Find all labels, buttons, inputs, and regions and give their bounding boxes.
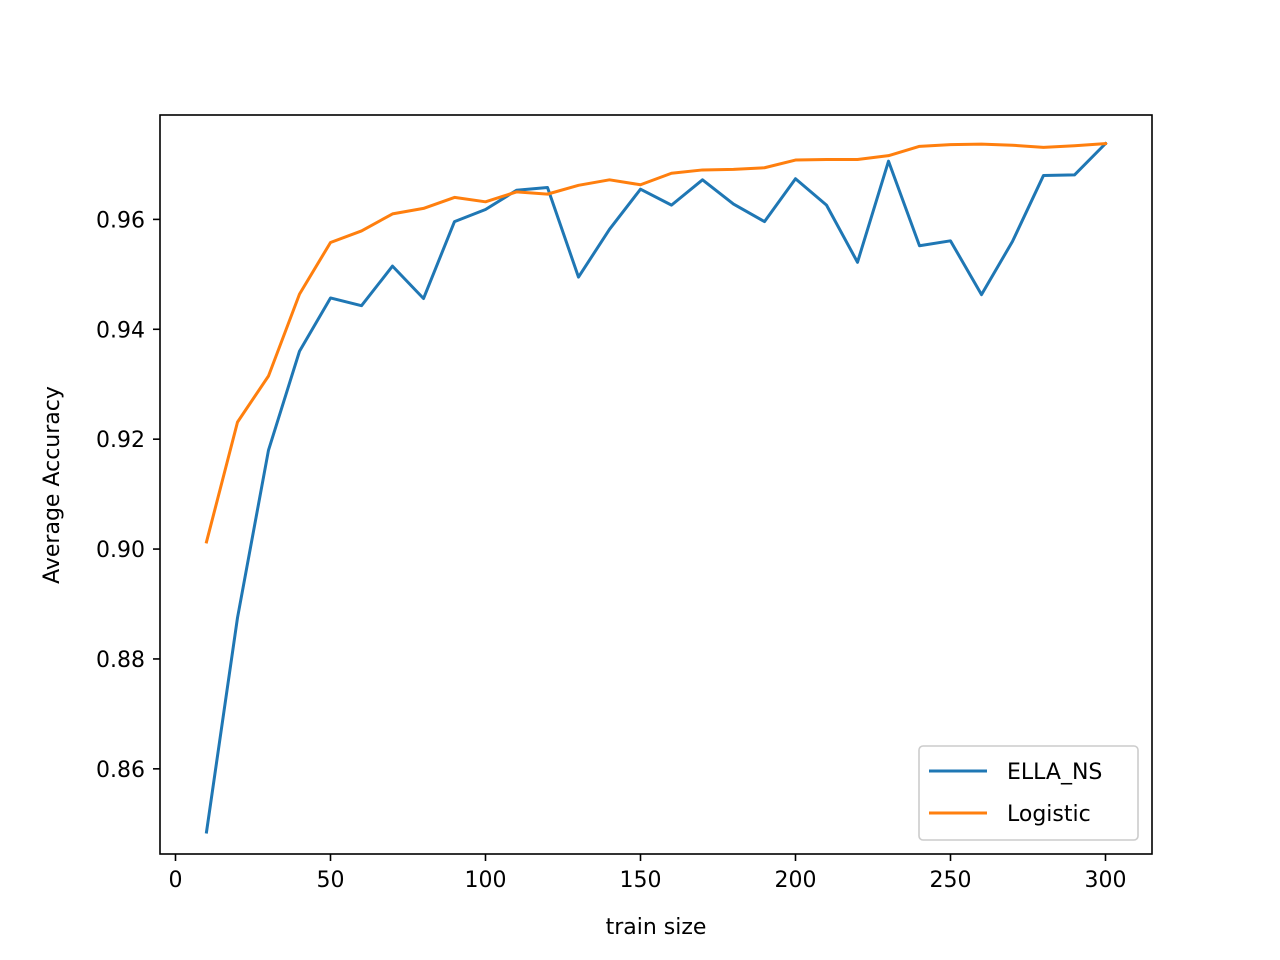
plot-frame	[159, 114, 1153, 855]
series-line-2	[204, 141, 1108, 544]
x-tick-label: 250	[930, 868, 972, 893]
legend-label-2: Logistic	[1007, 802, 1091, 827]
y-axis-label: Average Accuracy	[40, 386, 65, 584]
y-tick-label: 0.94	[96, 318, 145, 343]
x-axis: 0 50 100 150 200 250 300	[169, 854, 1127, 893]
legend-label-1: ELLA_NS	[1007, 760, 1102, 785]
x-tick-label: 0	[169, 868, 183, 893]
x-tick-label: 200	[775, 868, 817, 893]
x-tick-label: 100	[465, 868, 507, 893]
y-tick-label: 0.96	[96, 208, 145, 233]
y-tick-label: 0.88	[96, 648, 145, 673]
x-axis-label: train size	[606, 915, 707, 940]
y-axis: 0.86 0.88 0.90 0.92 0.94 0.96	[96, 208, 160, 783]
series-layer	[204, 141, 1108, 834]
series-line-1	[204, 141, 1108, 834]
x-tick-label: 300	[1085, 868, 1127, 893]
y-tick-label: 0.90	[96, 538, 145, 563]
x-tick-label: 150	[620, 868, 662, 893]
legend: ELLA_NS Logistic	[918, 745, 1139, 841]
y-tick-label: 0.92	[96, 428, 145, 453]
y-tick-label: 0.86	[96, 758, 145, 783]
x-tick-label: 50	[317, 868, 345, 893]
